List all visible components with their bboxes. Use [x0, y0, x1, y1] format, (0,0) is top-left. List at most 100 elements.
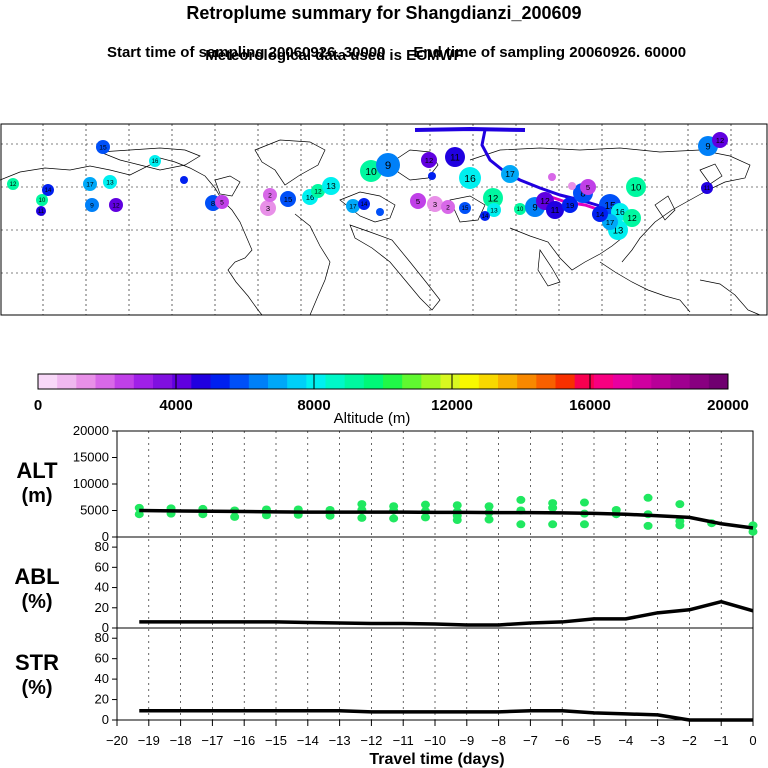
x-tick-label: −3: [650, 733, 665, 748]
colorbar-tick-label: 0: [34, 397, 42, 414]
y-tick-label: 60: [95, 651, 109, 666]
cluster-circle: [546, 201, 564, 219]
cluster-circle: [592, 206, 608, 222]
cluster-label: 11: [38, 209, 45, 215]
y-tick-label: 20: [95, 600, 109, 615]
cluster-circle: [7, 178, 19, 190]
y-tick-label: 5000: [80, 503, 109, 518]
alt-panel-frame: [116, 430, 754, 538]
x-tick-label: −9: [459, 733, 474, 748]
colorbar-cell: [593, 374, 614, 389]
cluster-label: 3: [433, 200, 437, 209]
end-time-label: End time of sampling 20060926. 60000: [413, 44, 687, 61]
cluster-label: 12: [540, 196, 550, 206]
alt-scatter-point: [643, 493, 653, 502]
y-tick-label: 40: [95, 580, 109, 595]
colorbar-cell: [325, 374, 346, 389]
cluster-circle: [427, 196, 443, 212]
y-tick-label: 80: [95, 539, 109, 554]
alt-scatter-point: [452, 501, 462, 510]
alt-scatter-point: [357, 513, 367, 522]
altitude-colorbar: 0 4000 8000 12000 16000 20000 Altitude (m): [34, 373, 749, 427]
cluster-circle: [483, 188, 503, 208]
alt-panel-label: ALT: [16, 458, 58, 483]
colorbar-cell: [133, 374, 154, 389]
cluster-label: 15: [284, 195, 292, 204]
cluster-circle: [623, 209, 641, 227]
colorbar-cell: [613, 374, 633, 389]
cluster-circle: [103, 175, 117, 189]
cluster-label: 12: [314, 188, 322, 195]
colorbar-cell: [689, 374, 710, 389]
cluster-circle: [712, 132, 728, 148]
cluster-label: 17: [86, 181, 94, 188]
colorbar-cell: [287, 374, 307, 389]
colorbar-cell: [172, 374, 192, 389]
str-panel-label: STR: [15, 650, 59, 675]
colorbar-cell: [268, 374, 288, 389]
alt-scatter-points: [134, 493, 758, 536]
alt-scatter-point: [389, 514, 399, 523]
cluster-circle: [322, 177, 340, 195]
cluster-circle: [311, 184, 325, 198]
str-panel-unit: (%): [21, 677, 52, 699]
colorbar-tick-label: 16000: [569, 397, 611, 414]
cluster-label: 19: [566, 201, 574, 210]
cluster-circle: [36, 206, 46, 216]
str-line: [139, 709, 753, 722]
abl-line: [139, 599, 754, 627]
cluster-label: 8: [580, 189, 585, 200]
x-tick-label: −18: [170, 733, 192, 748]
cluster-circle: [428, 172, 436, 180]
cluster-label: 3: [266, 204, 270, 213]
colorbar-cell: [478, 374, 499, 389]
str-panel-frame: [116, 627, 754, 721]
colorbar-cell: [57, 374, 77, 389]
x-tick-label: −12: [360, 733, 382, 748]
cluster-circle: [109, 198, 123, 212]
series-line: [139, 508, 754, 530]
alt-scatter-point: [579, 520, 589, 529]
cluster-label: 9: [385, 160, 391, 172]
time-series-panels: 0 5000 10000 15000 20000 0 20 40 60 80 0 20 40 60 80…: [14, 423, 758, 768]
colorbar-cell: [440, 374, 461, 389]
alt-scatter-point: [452, 516, 462, 525]
cluster-circle: [149, 155, 161, 167]
cluster-circle: [562, 197, 578, 213]
cluster-label: 9: [532, 203, 537, 214]
cluster-label: 17: [349, 203, 357, 210]
colorbar-cell: [76, 374, 96, 389]
cluster-circle: [701, 182, 713, 194]
cluster-label: 10: [631, 183, 642, 194]
colorbar-cell: [498, 374, 518, 389]
cluster-label: 15: [604, 201, 616, 212]
cluster-label: 13: [490, 207, 498, 214]
cluster-circle: [501, 165, 519, 183]
y-tick-label: 10000: [73, 476, 109, 491]
colorbar-cell: [632, 374, 652, 389]
colorbar-frame: [37, 373, 729, 390]
cluster-circle: [83, 177, 97, 191]
alt-scatter-point: [579, 498, 589, 507]
x-tick-label: −15: [265, 733, 287, 748]
y-tick-label: 20: [95, 692, 109, 707]
alt-scatter-point: [230, 512, 240, 521]
colorbar-cell: [383, 374, 403, 389]
colorbar-cell: [306, 374, 326, 389]
cluster-label: 14: [45, 188, 52, 194]
cluster-circle: [180, 176, 188, 184]
cluster-circle: [459, 167, 481, 189]
y-tick-label: 80: [95, 630, 109, 645]
coastlines: [0, 139, 761, 316]
cluster-circle: [263, 188, 277, 202]
cluster-label: 16: [306, 193, 314, 202]
y-tick-label: 0: [102, 712, 109, 727]
cluster-circle: [96, 140, 110, 154]
cluster-label: 15: [99, 144, 107, 151]
cluster-circle: [376, 153, 400, 177]
colorbar-ticks: 0 4000 8000 12000 16000 20000: [34, 374, 749, 414]
start-time-label: Start time of sampling 20060926. 30000: [106, 44, 386, 61]
